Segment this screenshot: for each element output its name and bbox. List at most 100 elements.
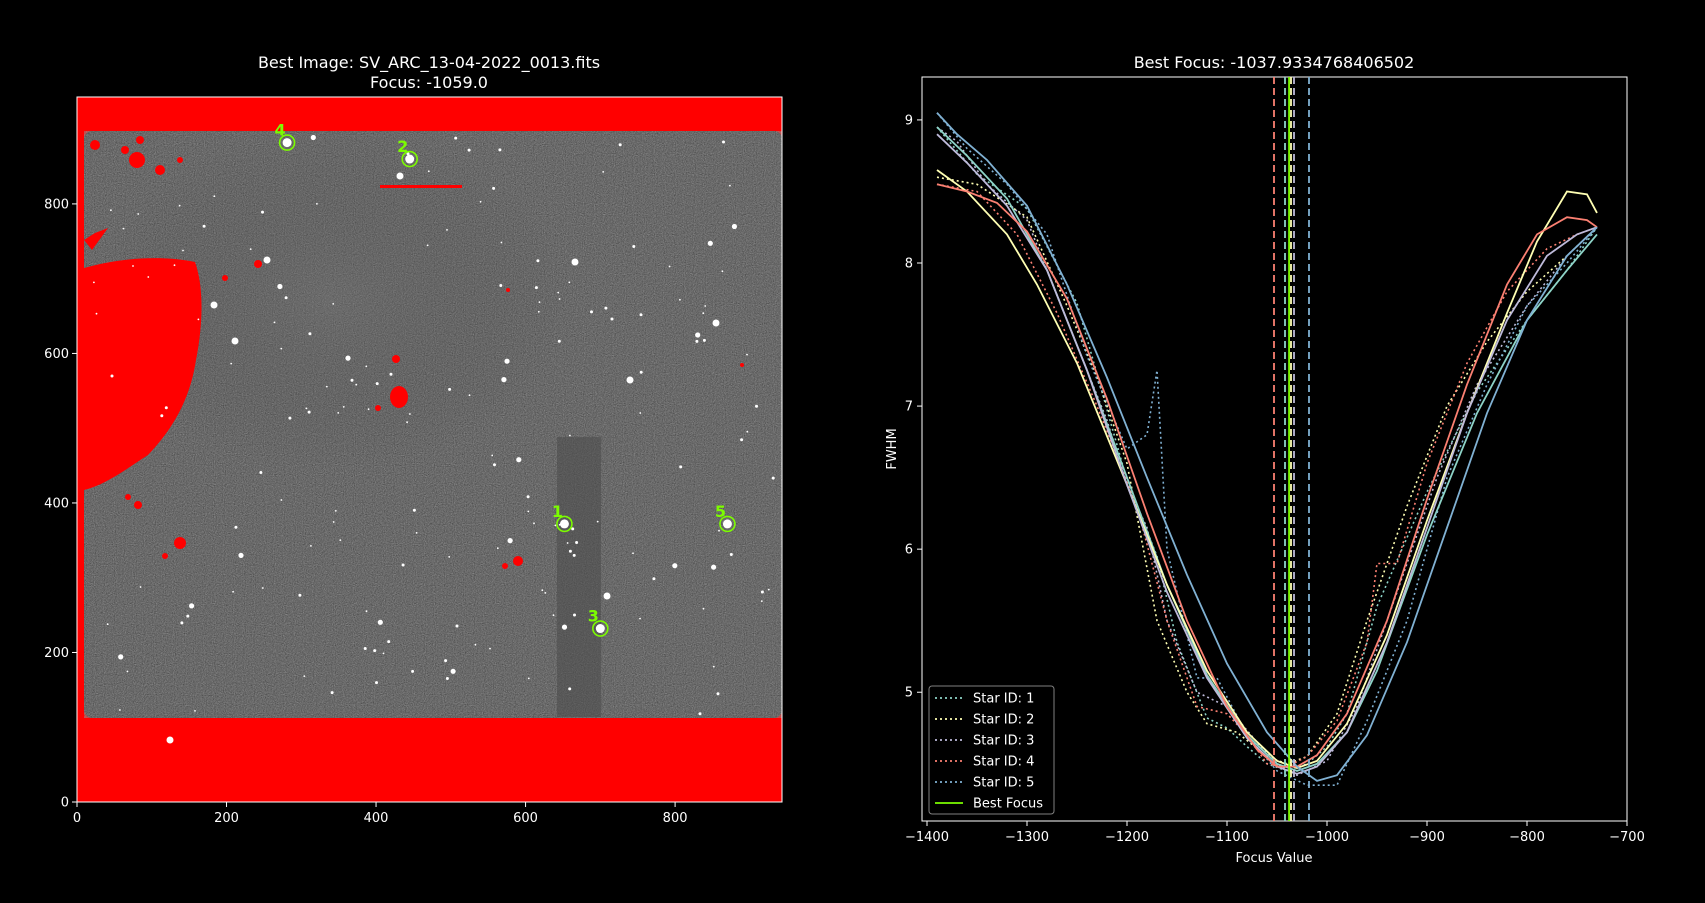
field-star: [721, 270, 724, 273]
bright-star: [210, 301, 218, 309]
star-marker-circle: [401, 150, 418, 168]
field-star: [316, 203, 318, 205]
field-star: [375, 681, 378, 685]
field-star: [760, 600, 763, 602]
field-star: [444, 659, 448, 663]
fwhm-fit-curve: [936, 133, 1598, 775]
image-title: Best Image: SV_ARC_13-04-2022_0013.fits: [258, 53, 600, 73]
field-star: [568, 549, 572, 553]
field-star: [194, 710, 196, 712]
field-star: [707, 240, 713, 246]
field-star: [596, 520, 599, 523]
field-star: [261, 210, 264, 214]
field-star: [249, 248, 252, 251]
y-tick-label: 9: [905, 113, 913, 128]
field-star: [729, 553, 733, 556]
field-star: [493, 463, 496, 467]
field-star: [755, 404, 758, 408]
field-star: [467, 148, 471, 152]
field-star: [702, 607, 705, 610]
bright-star: [166, 736, 174, 744]
field-star: [455, 624, 459, 628]
field-star: [355, 383, 358, 386]
field-star: [507, 538, 513, 544]
star-marker-circle: [719, 515, 736, 533]
field-star: [746, 353, 748, 356]
field-star: [280, 347, 283, 350]
field-star: [238, 552, 244, 559]
plot-axis-ticks: −1400 −1300 −1200 −1100 −1000 −900 −800 −700 5 6 7…: [905, 113, 1645, 845]
field-star: [232, 590, 235, 593]
field-star: [527, 677, 530, 680]
field-star: [639, 617, 641, 620]
field-star: [178, 204, 181, 207]
bright-star: [263, 256, 271, 264]
y-axis-label: FWHM: [885, 428, 900, 469]
field-star: [760, 590, 764, 594]
y-tick-label: 0: [61, 796, 69, 811]
image-axes-frame: [76, 96, 783, 803]
legend-label: Star ID: 5: [973, 776, 1034, 791]
field-star: [771, 476, 775, 480]
selected-star: [722, 519, 732, 529]
field-star: [367, 408, 370, 411]
field-star: [639, 313, 643, 317]
field-star: [610, 317, 614, 321]
field-star: [534, 286, 538, 290]
selected-star: [405, 154, 415, 164]
image-subtitle: Focus: -1059.0: [370, 73, 488, 92]
x-tick-label: −1000: [1305, 830, 1349, 845]
field-star: [389, 372, 393, 376]
field-star: [740, 438, 744, 442]
field-star: [401, 563, 405, 567]
field-star: [147, 276, 150, 278]
field-star: [536, 259, 540, 263]
field-star: [716, 692, 720, 696]
field-star: [234, 525, 238, 529]
field-star: [118, 654, 124, 660]
field-star: [711, 564, 717, 570]
field-star: [632, 552, 634, 555]
field-star: [377, 619, 383, 625]
x-tick-label: 600: [513, 811, 538, 826]
x-tick-label: −1400: [905, 830, 949, 845]
y-tick-label: 600: [44, 347, 69, 362]
field-star: [533, 522, 535, 525]
field-star: [334, 510, 337, 512]
field-star: [489, 647, 491, 650]
field-star: [375, 382, 379, 386]
field-star: [679, 298, 681, 301]
field-star: [373, 649, 377, 653]
legend: Star ID: 1 Star ID: 2 Star ID: 3 Star ID: 4…: [928, 685, 1055, 815]
x-tick-label: 200: [214, 811, 239, 826]
field-star: [474, 643, 477, 646]
field-star: [122, 227, 125, 230]
field-star: [501, 377, 507, 383]
field-star: [504, 358, 510, 364]
field-star: [554, 524, 557, 527]
field-star: [498, 148, 502, 152]
field-star: [303, 675, 306, 677]
field-star: [652, 577, 656, 581]
field-star: [277, 283, 283, 290]
field-star: [173, 264, 176, 267]
fwhm-fit-curve: [936, 112, 1598, 782]
field-star: [702, 312, 705, 315]
field-star: [126, 670, 129, 673]
x-tick-label: 800: [663, 811, 688, 826]
field-star: [704, 305, 707, 307]
field-star: [406, 421, 408, 424]
x-tick-label: −700: [1609, 830, 1645, 845]
field-star: [590, 310, 593, 314]
y-tick-label: 7: [905, 400, 913, 415]
field-star: [365, 610, 368, 613]
field-star: [712, 665, 715, 668]
sensor-glow: [90, 130, 570, 470]
plot-content: [936, 77, 1598, 821]
field-star: [604, 306, 608, 310]
field-star: [568, 281, 571, 284]
field-star: [259, 471, 263, 474]
x-tick-label: −900: [1409, 830, 1445, 845]
field-star: [448, 387, 452, 391]
field-star: [552, 614, 555, 617]
